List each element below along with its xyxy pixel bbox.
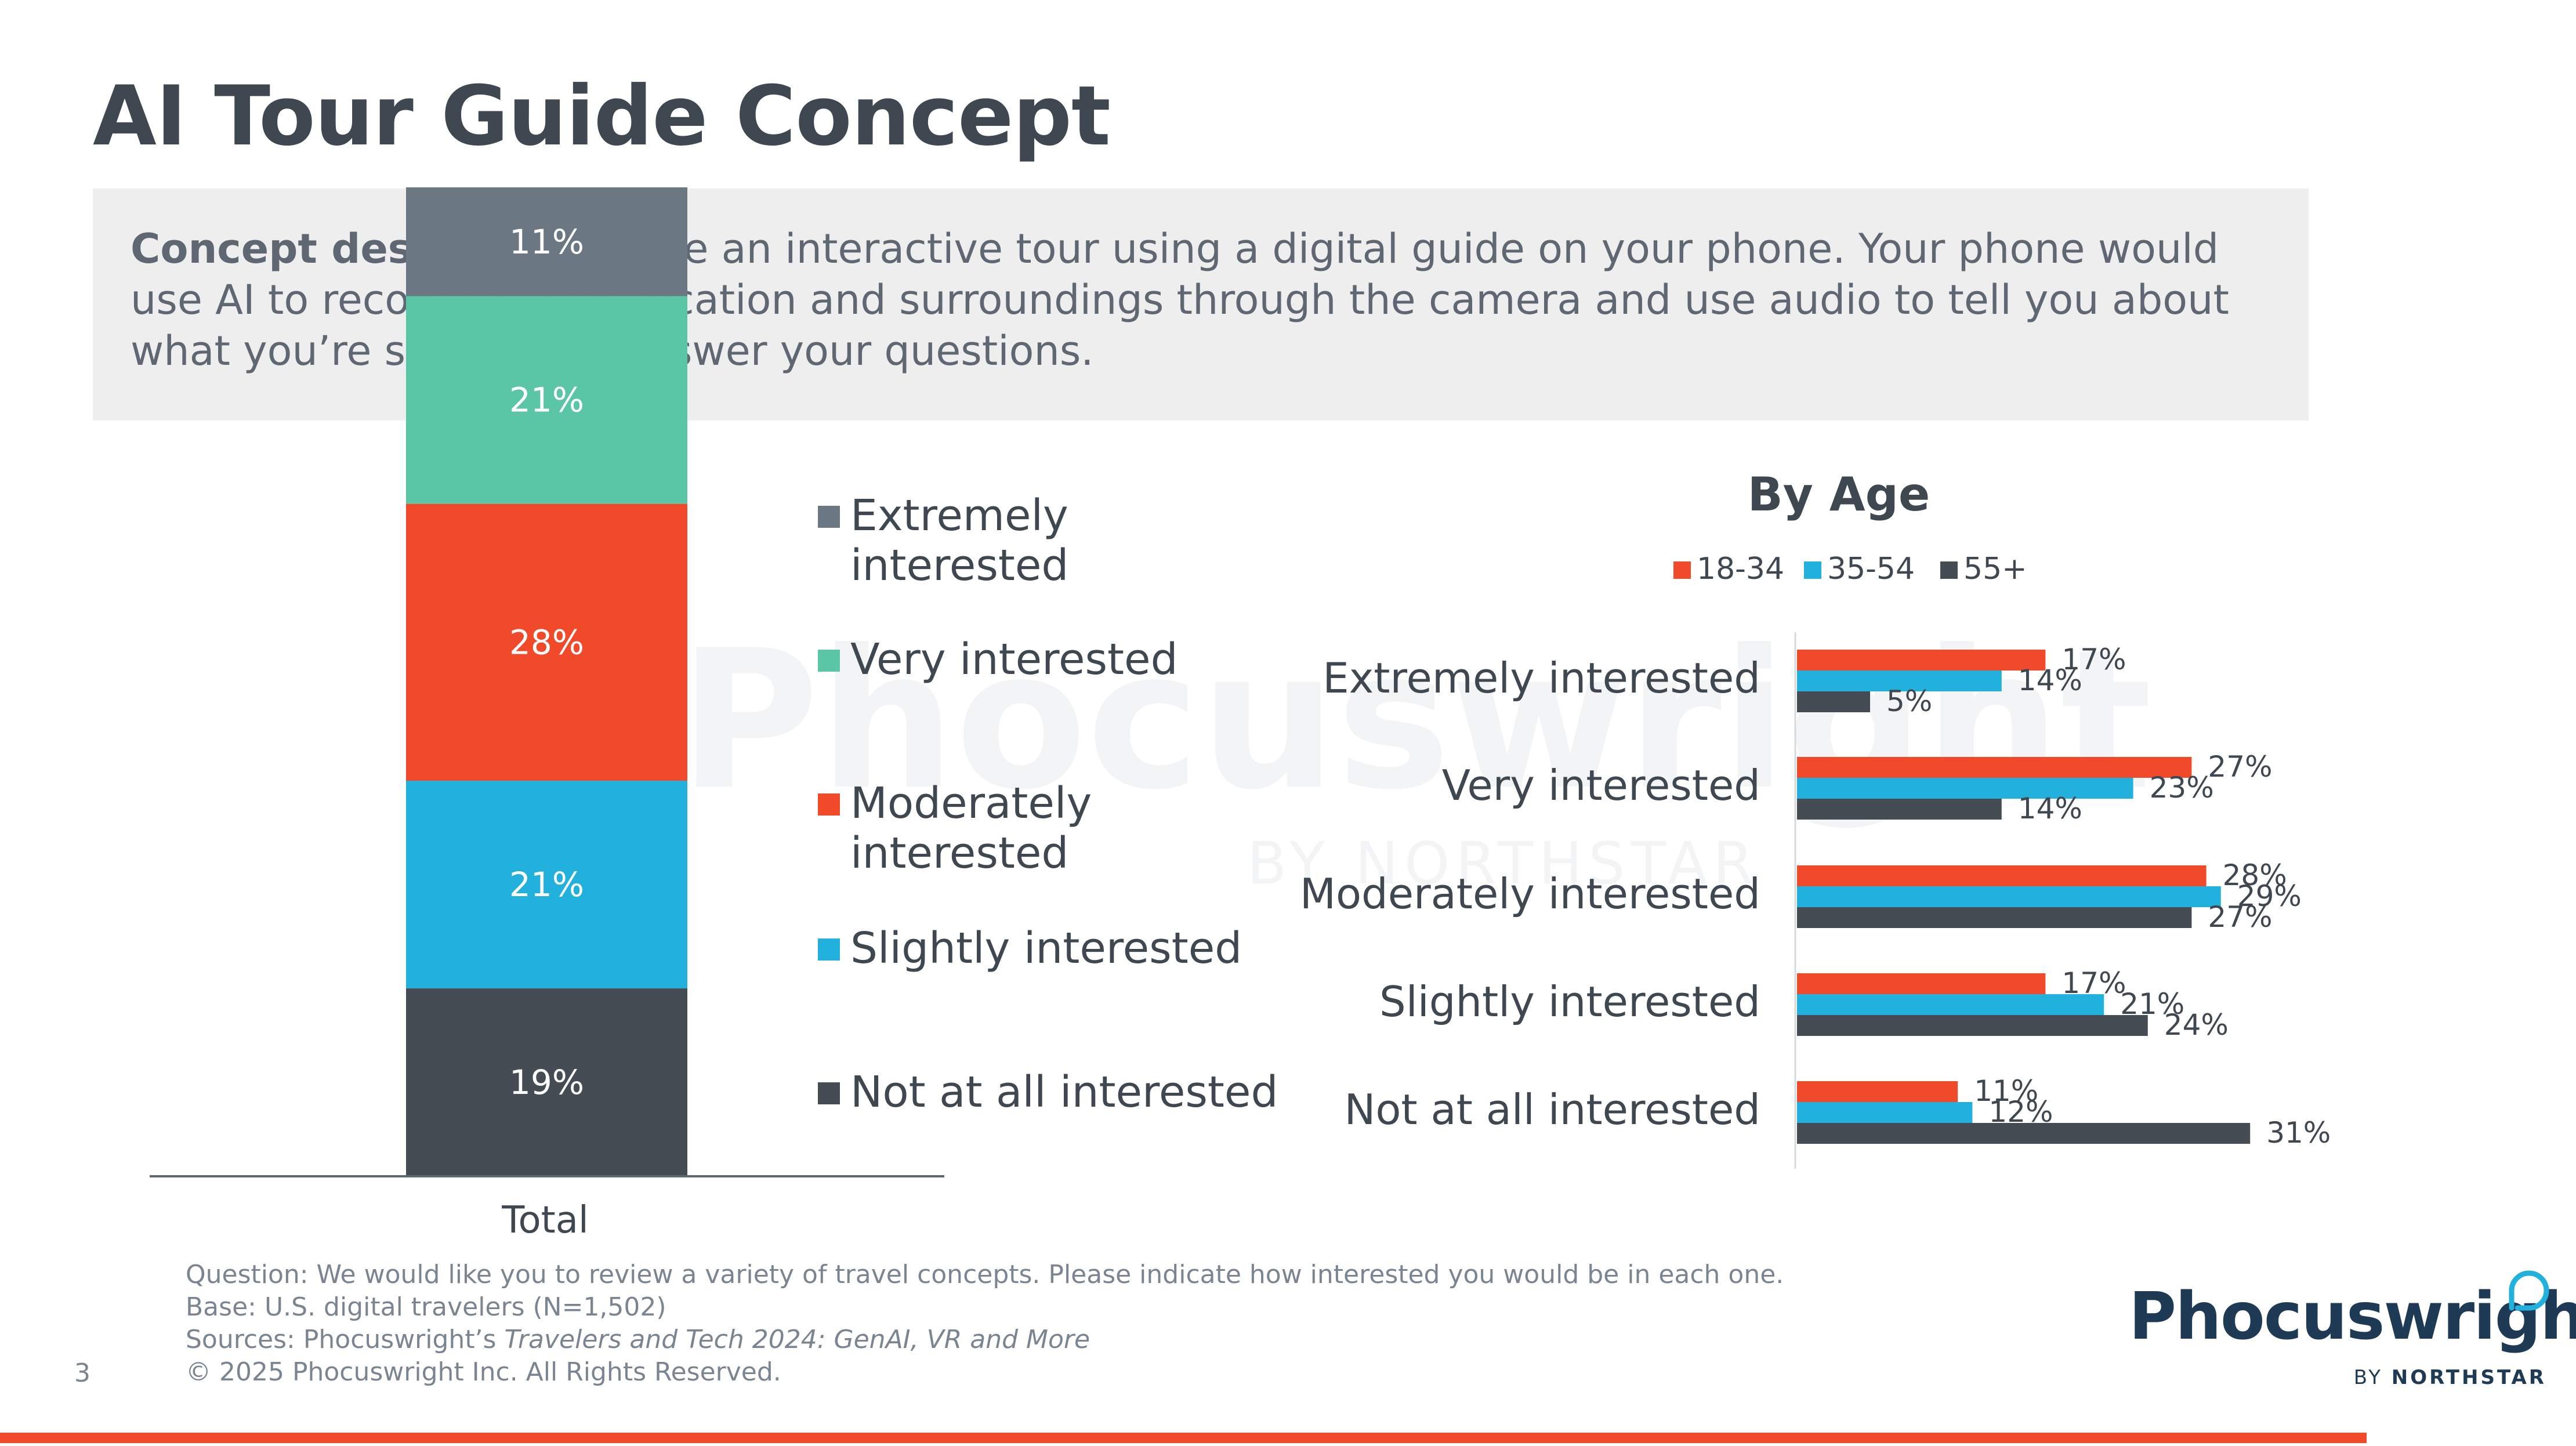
footnote-question: Question: We would like you to review a …	[186, 1260, 1784, 1289]
logo-wordmark: Phocuswright	[2129, 1279, 2576, 1354]
page-number: 3	[74, 1358, 90, 1388]
by-age-bar	[1797, 671, 2002, 691]
by-age-bar	[1797, 799, 2002, 820]
by-age-bar-label: 23%	[2150, 771, 2214, 804]
legend-item-slightly: Slightly interested	[818, 923, 1291, 973]
by-age-bar-label: 11%	[1974, 1074, 2038, 1108]
legend-item-extremely: Extremely interested	[818, 491, 1291, 590]
legend-swatch-not-at-all	[818, 1082, 840, 1104]
legend-item-very: Very interested	[818, 635, 1291, 684]
stacked-segment	[406, 187, 687, 296]
stacked-segment-label: 21%	[509, 380, 584, 420]
by-age-bar	[1797, 1102, 1973, 1123]
phocuswright-logo: Phocuswright BY NORTHSTAR	[2129, 1270, 2576, 1395]
by-age-bar-label: 27%	[2208, 900, 2272, 934]
watermark-sub: BY NORTHSTAR	[1247, 829, 1759, 897]
logo-by: BY	[2353, 1366, 2383, 1389]
by-age-category-label: Very interested	[1442, 761, 1760, 810]
by-age-legend: 18-34 35-54 55+	[1673, 552, 2027, 586]
stacked-segment	[406, 503, 687, 781]
legend-label-35-54: 35-54	[1827, 552, 1915, 586]
footnote-sources-prefix: Sources: Phocuswright’s	[186, 1325, 505, 1354]
by-age-bar-label: 14%	[2018, 664, 2082, 697]
by-age-bar	[1797, 1015, 2148, 1036]
stacked-segment-label: 11%	[509, 222, 584, 262]
by-age-category-label: Extremely interested	[1323, 654, 1760, 702]
legend-item-moderately: Moderately interested	[818, 778, 1106, 878]
by-age-bar	[1797, 650, 2046, 671]
footnote-copyright: © 2025 Phocuswright Inc. All Rights Rese…	[186, 1357, 781, 1387]
bottom-accent-bar	[0, 1433, 2367, 1443]
legend-label: Not at all interested	[850, 1067, 1278, 1117]
by-age-category-label: Not at all interested	[1344, 1085, 1760, 1134]
by-age-bar	[1797, 778, 2133, 799]
legend-swatch-moderately	[818, 793, 840, 816]
stacked-segment	[406, 781, 687, 989]
logo-speech-bubble-icon	[2509, 1270, 2549, 1311]
footnote-sources-title: Travelers and Tech 2024: GenAI, VR and M…	[504, 1325, 1090, 1354]
by-age-bar-label: 5%	[1886, 684, 1932, 718]
legend-swatch-extremely	[818, 506, 840, 528]
legend-label: Very interested	[850, 635, 1178, 684]
by-age-bar	[1797, 973, 2046, 994]
legend-label-18-34: 18-34	[1697, 552, 1784, 586]
by-age-bar	[1797, 865, 2207, 886]
stacked-segment-label: 28%	[509, 622, 584, 662]
logo-byline: BY NORTHSTAR	[2354, 1366, 2546, 1389]
by-age-category-label: Slightly interested	[1379, 977, 1760, 1026]
legend-swatch-55-plus	[1940, 561, 1958, 579]
by-age-bar	[1797, 886, 2221, 907]
footnote-sources: Sources: Phocuswright’s Travelers and Te…	[186, 1324, 1784, 1356]
by-age-bar	[1797, 907, 2192, 928]
legend-label: Slightly interested	[850, 923, 1242, 973]
by-age-title: By Age	[1748, 467, 1930, 521]
legend-label: Extremely interested	[850, 491, 1069, 590]
by-age-bar-label: 29%	[2237, 879, 2302, 913]
by-age-bar	[1797, 757, 2192, 778]
logo-brand: NORTHSTAR	[2391, 1366, 2546, 1389]
by-age-bar-label: 31%	[2266, 1116, 2331, 1150]
footnote: Question: We would like you to review a …	[186, 1259, 1784, 1389]
by-age-bar	[1797, 691, 1870, 712]
by-age-bar	[1797, 1123, 2251, 1144]
legend-label-55-plus: 55+	[1963, 552, 2027, 586]
legend-swatch-very	[818, 650, 840, 672]
by-age-bar-label: 14%	[2018, 792, 2082, 825]
footnote-base: Base: U.S. digital travelers (N=1,502)	[186, 1292, 666, 1322]
legend-swatch-18-34	[1673, 561, 1691, 579]
by-age-bar-label: 28%	[2223, 858, 2287, 892]
legend-swatch-slightly	[818, 938, 840, 961]
by-age-bar-label: 27%	[2208, 750, 2272, 784]
stacked-segment-label: 19%	[509, 1063, 584, 1102]
legend-label: Moderately interested	[850, 778, 1092, 878]
stacked-segment	[406, 296, 687, 504]
by-age-bar-label: 17%	[2061, 643, 2126, 676]
legend-item-not-at-all: Not at all interested	[818, 1067, 1291, 1117]
stacked-segment-label: 21%	[509, 865, 584, 904]
page-title: AI Tour Guide Concept	[93, 68, 1111, 164]
by-age-bar	[1797, 994, 2104, 1015]
legend-swatch-35-54	[1804, 561, 1821, 579]
by-age-category-label: Moderately interested	[1300, 869, 1760, 918]
by-age-bar	[1797, 1081, 1958, 1102]
stacked-chart-category-label: Total	[501, 1199, 588, 1242]
stacked-segment	[406, 988, 687, 1176]
by-age-bar-label: 24%	[2164, 1008, 2229, 1042]
